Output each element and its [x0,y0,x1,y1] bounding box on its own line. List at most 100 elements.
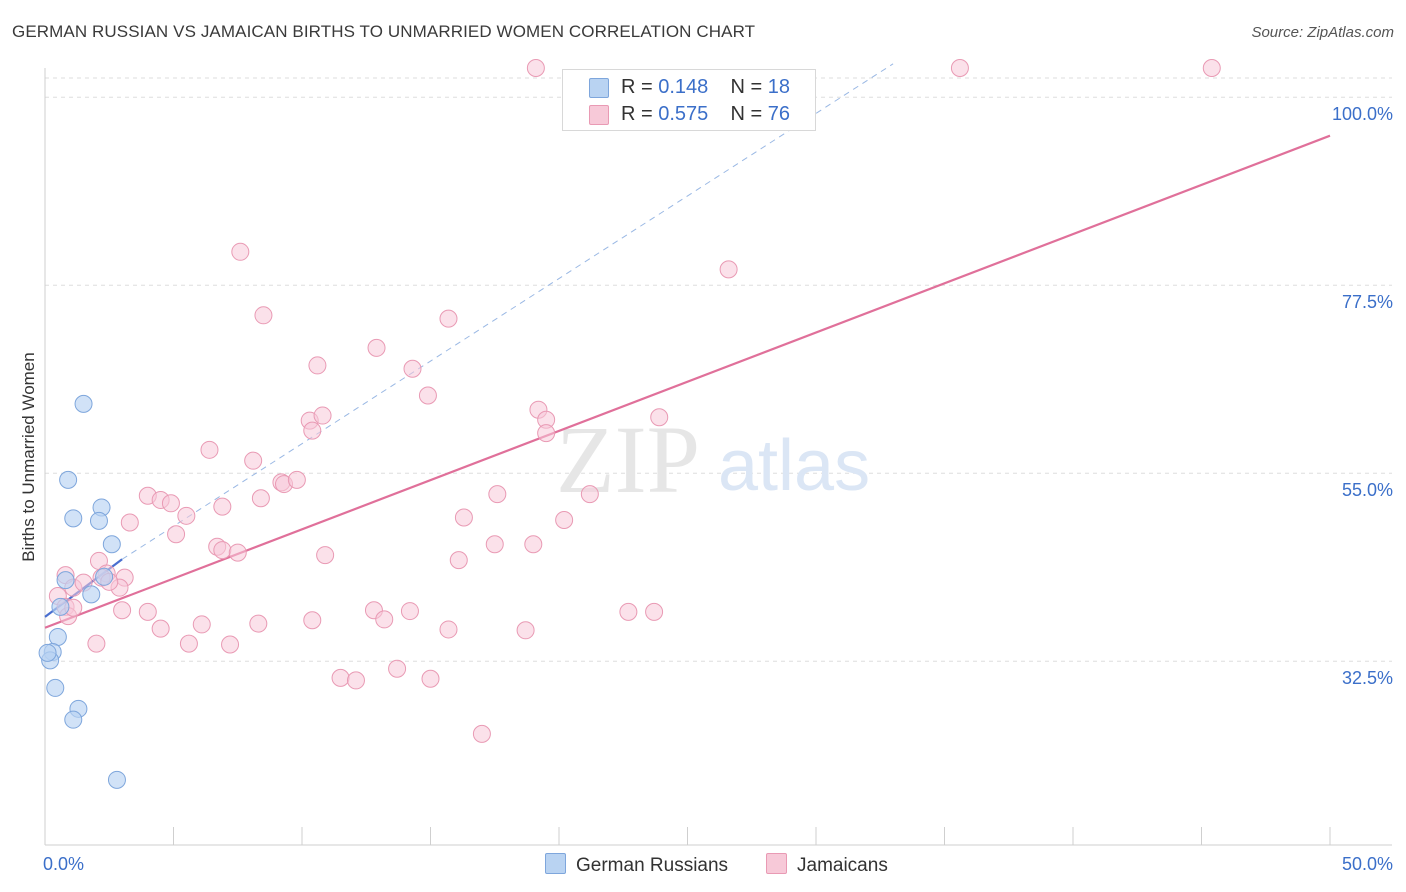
point-jamaicans [580,485,599,504]
legend-swatch-blue [589,78,609,98]
point-jamaicans [619,602,638,621]
point-jamaicans [403,359,422,378]
r-label: R = [621,103,653,125]
point-german-russians [64,509,83,528]
x-tick-label: 50.0% [1342,854,1393,874]
point-jamaicans [555,510,574,529]
point-jamaicans [418,386,437,405]
chart-title: GERMAN RUSSIAN VS JAMAICAN BIRTHS TO UNM… [12,22,756,41]
point-jamaicans [537,424,556,443]
point-jamaicans [388,659,407,678]
r-label: R = [621,76,653,98]
point-jamaicans [526,59,545,77]
point-jamaicans [367,338,386,357]
point-jamaicans [167,525,186,544]
watermark-atlas: atlas [718,426,870,506]
point-jamaicans [516,621,535,640]
point-jamaicans [221,635,240,654]
data-points [38,59,1221,789]
point-jamaicans [346,671,365,690]
n-value: 76 [767,103,791,125]
point-jamaicans [313,406,332,425]
axes [44,68,1392,846]
axis-labels: 32.5% 55.0% 77.5% 100.0% 0.0% 50.0% Births to … [19,104,1393,874]
y-tick-label: 100.0% [1332,104,1393,124]
point-german-russians [102,535,121,554]
point-german-russians [59,470,78,489]
watermark-zip: ZIP [556,406,700,513]
point-jamaicans [254,306,273,325]
point-jamaicans [488,485,507,504]
point-german-russians [56,571,75,590]
point-jamaicans [439,620,458,639]
n-value: 18 [767,76,791,98]
point-jamaicans [950,59,969,77]
legend-swatch-pink [589,105,609,125]
point-jamaicans [200,440,219,459]
r-value: 0.148 [658,76,709,98]
y-axis-title: Births to Unmarried Women [19,352,38,561]
point-jamaicans [645,602,664,621]
legend-label: German Russians [576,855,729,876]
point-jamaicans [213,497,232,516]
point-german-russians [74,394,93,413]
point-jamaicans [192,615,211,634]
point-jamaicans [303,421,322,440]
point-jamaicans [151,619,170,638]
stats-legend: R = 0.148 N = 18 R = 0.575 N = 76 [562,69,816,131]
point-jamaicans [303,611,322,630]
point-jamaicans [400,602,419,621]
point-jamaicans [1202,59,1221,77]
point-jamaicans [287,470,306,489]
point-jamaicans [177,506,196,525]
point-jamaicans [244,451,263,470]
point-jamaicans [138,602,157,621]
point-german-russians [107,770,126,789]
y-tick-label: 55.0% [1342,480,1393,500]
point-jamaicans [421,669,440,688]
trend-line-jamaicans [44,134,1331,629]
point-jamaicans [375,610,394,629]
legend-item-jamaicans[interactable]: Jamaicans [766,853,888,877]
point-german-russians [95,567,114,586]
point-jamaicans [439,309,458,328]
point-jamaicans [113,601,132,620]
point-jamaicans [251,489,270,508]
point-jamaicans [249,614,268,633]
point-jamaicans [331,668,350,687]
point-german-russians [38,643,57,662]
y-tick-label: 32.5% [1342,668,1393,688]
n-label: N = [730,103,763,125]
point-jamaicans [308,356,327,375]
legend-swatch-blue [545,853,566,874]
point-jamaicans [179,634,198,653]
point-jamaicans [213,541,232,560]
point-jamaicans [228,543,247,562]
point-german-russians [51,597,70,616]
source-note: Source: ZipAtlas.com [1251,24,1394,41]
r-value: 0.575 [658,103,709,125]
point-german-russians [82,585,101,604]
point-german-russians [46,678,65,697]
point-german-russians [89,511,108,530]
x-tick-label: 0.0% [43,854,84,874]
legend-label: Jamaicans [797,855,888,876]
point-jamaicans [524,535,543,554]
point-jamaicans [120,513,139,532]
point-jamaicans [231,242,250,261]
y-tick-label: 77.5% [1342,292,1393,312]
point-jamaicans [454,508,473,527]
legend-item-german-russians[interactable]: German Russians [545,853,728,877]
watermark: ZIP atlas [556,406,870,513]
n-label: N = [730,76,763,98]
point-jamaicans [87,634,106,653]
point-jamaicans [650,408,669,427]
legend-swatch-pink [766,853,787,874]
trend-line-german-russians-extension [121,63,894,560]
point-jamaicans [719,260,738,279]
point-german-russians [64,710,83,729]
trend-lines [44,63,1331,629]
point-jamaicans [485,535,504,554]
point-jamaicans [472,724,491,743]
